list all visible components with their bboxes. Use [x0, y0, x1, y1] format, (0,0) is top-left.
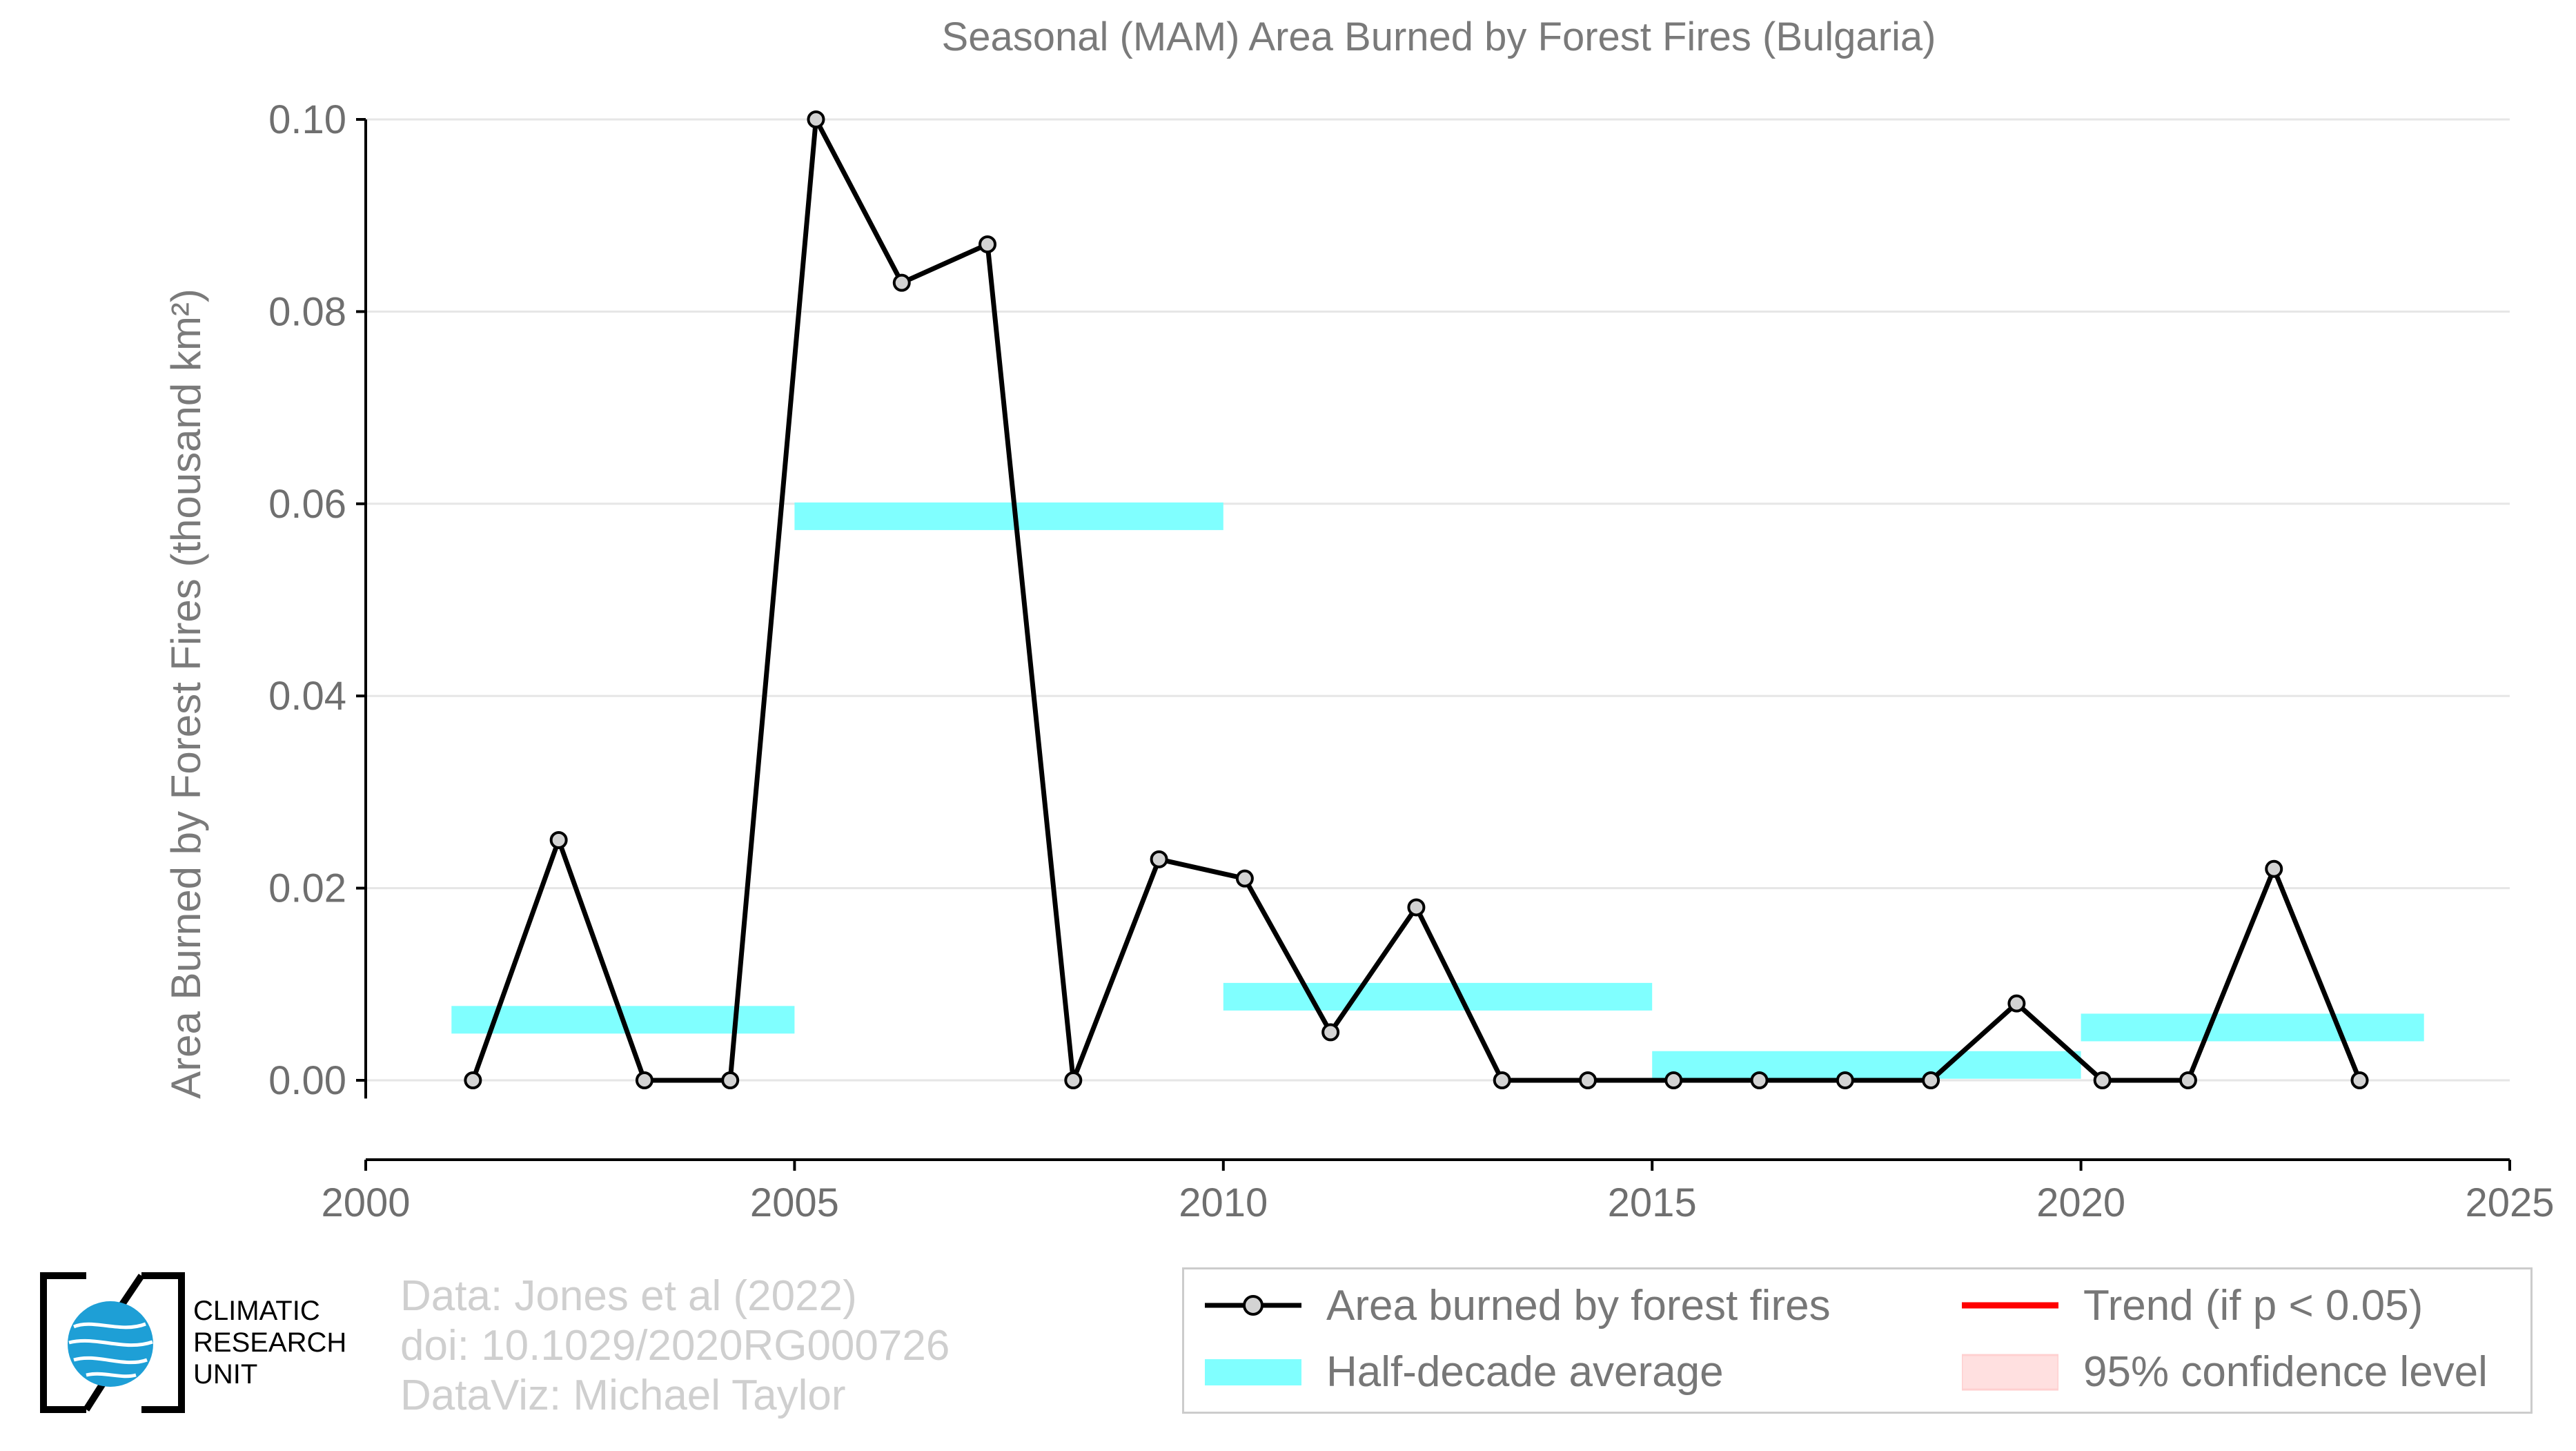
- half-decade-bar-4: [2081, 1013, 2424, 1042]
- data-point-14: [1664, 1071, 1683, 1089]
- legend-label-confidence: 95% confidence level: [2083, 1347, 2488, 1396]
- y-tick-label-4: 0.08: [268, 289, 346, 334]
- logo-line-2: RESEARCH: [193, 1327, 347, 1358]
- data-point-21: [2265, 859, 2283, 878]
- data-point-13: [1578, 1071, 1597, 1089]
- credit-data-source: Data: Jones et al (2022): [400, 1272, 857, 1320]
- legend-label-area-burned: Area burned by forest fires: [1326, 1281, 1831, 1330]
- data-point-1: [549, 831, 568, 849]
- legend-item-confidence: 95% confidence level: [1960, 1344, 2488, 1399]
- data-point-22: [2350, 1071, 2369, 1089]
- y-tick-label-0: 0.00: [268, 1058, 346, 1103]
- x-tick-label-1: 2005: [750, 1180, 839, 1225]
- legend-item-half-decade: Half-decade average: [1205, 1344, 1724, 1399]
- x-tick-label-2: 2010: [1179, 1180, 1268, 1225]
- cru-logo-text: CLIMATIC RESEARCH UNIT: [193, 1295, 346, 1390]
- legend-pink-band-icon: [1960, 1344, 2060, 1399]
- legend-label-trend: Trend (if p < 0.05): [2083, 1281, 2423, 1330]
- data-point-15: [1750, 1071, 1769, 1089]
- data-point-3: [721, 1071, 740, 1089]
- x-tick-label-5: 2025: [2465, 1180, 2554, 1225]
- half-decade-bar-1: [794, 502, 1223, 530]
- legend-item-trend: Trend (if p < 0.05): [1962, 1278, 2423, 1333]
- data-point-20: [2179, 1071, 2197, 1089]
- x-tick-label-4: 2020: [2036, 1180, 2125, 1225]
- data-point-0: [464, 1071, 482, 1089]
- half-decade-bar-3: [1652, 1051, 2081, 1079]
- y-axis-title: Area Burned by Forest Fires (thousand km…: [163, 289, 209, 1099]
- data-point-4: [807, 110, 825, 128]
- data-point-16: [1836, 1071, 1854, 1089]
- half-decade-averages: [451, 502, 2424, 1079]
- legend-cyan-band-icon: [1205, 1344, 1301, 1399]
- x-tick-label-0: 2000: [321, 1180, 410, 1225]
- data-point-11: [1407, 898, 1426, 917]
- chart: Seasonal (MAM) Area Burned by Forest Fir…: [163, 14, 2555, 1225]
- series-line-0: [471, 117, 2362, 1083]
- half-decade-bar-2: [1223, 982, 1653, 1011]
- axes: [356, 118, 2511, 1171]
- data-point-6: [979, 235, 997, 253]
- y-tick-label-5: 0.10: [268, 97, 346, 142]
- cru-logo: CLIMATIC RESEARCH UNIT: [38, 1270, 362, 1415]
- legend-line-marker-icon: [1205, 1278, 1301, 1333]
- logo-line-3: UNIT: [193, 1359, 258, 1390]
- gridlines: [366, 118, 2510, 1082]
- legend: Area burned by forest fires Trend (if p …: [1182, 1267, 2533, 1414]
- data-point-8: [1150, 850, 1168, 868]
- y-tick-label-1: 0.02: [268, 866, 346, 911]
- legend-item-area-burned: Area burned by forest fires: [1205, 1278, 1831, 1333]
- data-point-17: [1922, 1071, 1940, 1089]
- data-point-7: [1064, 1071, 1083, 1089]
- chart-title: Seasonal (MAM) Area Burned by Forest Fir…: [942, 14, 1936, 59]
- globe-icon: [40, 1272, 185, 1413]
- credit-dataviz: DataViz: Michael Taylor: [400, 1372, 846, 1419]
- credit-doi: doi: 10.1029/2020RG000726: [400, 1322, 950, 1370]
- legend-label-half-decade: Half-decade average: [1326, 1347, 1724, 1396]
- data-point-10: [1321, 1023, 1340, 1042]
- tick-labels: 0.00 0.02 0.04 0.06 0.08 0.10 2000 2005 2010 2015…: [268, 97, 2554, 1225]
- logo-line-1: CLIMATIC: [193, 1296, 320, 1326]
- data-point-9: [1235, 869, 1254, 888]
- data-point-5: [892, 273, 911, 292]
- data-point-12: [1493, 1071, 1511, 1089]
- x-tick-label-3: 2015: [1608, 1180, 1697, 1225]
- y-tick-label-2: 0.04: [268, 674, 346, 719]
- y-tick-label-3: 0.06: [268, 482, 346, 527]
- data-point-18: [2007, 994, 2026, 1013]
- data-point-19: [2093, 1071, 2112, 1089]
- series-area-burned: [464, 110, 2369, 1089]
- data-credits: Data: Jones et al (2022) doi: 10.1029/20…: [400, 1272, 950, 1421]
- legend-red-line-icon: [1962, 1278, 2058, 1333]
- data-point-2: [635, 1071, 653, 1089]
